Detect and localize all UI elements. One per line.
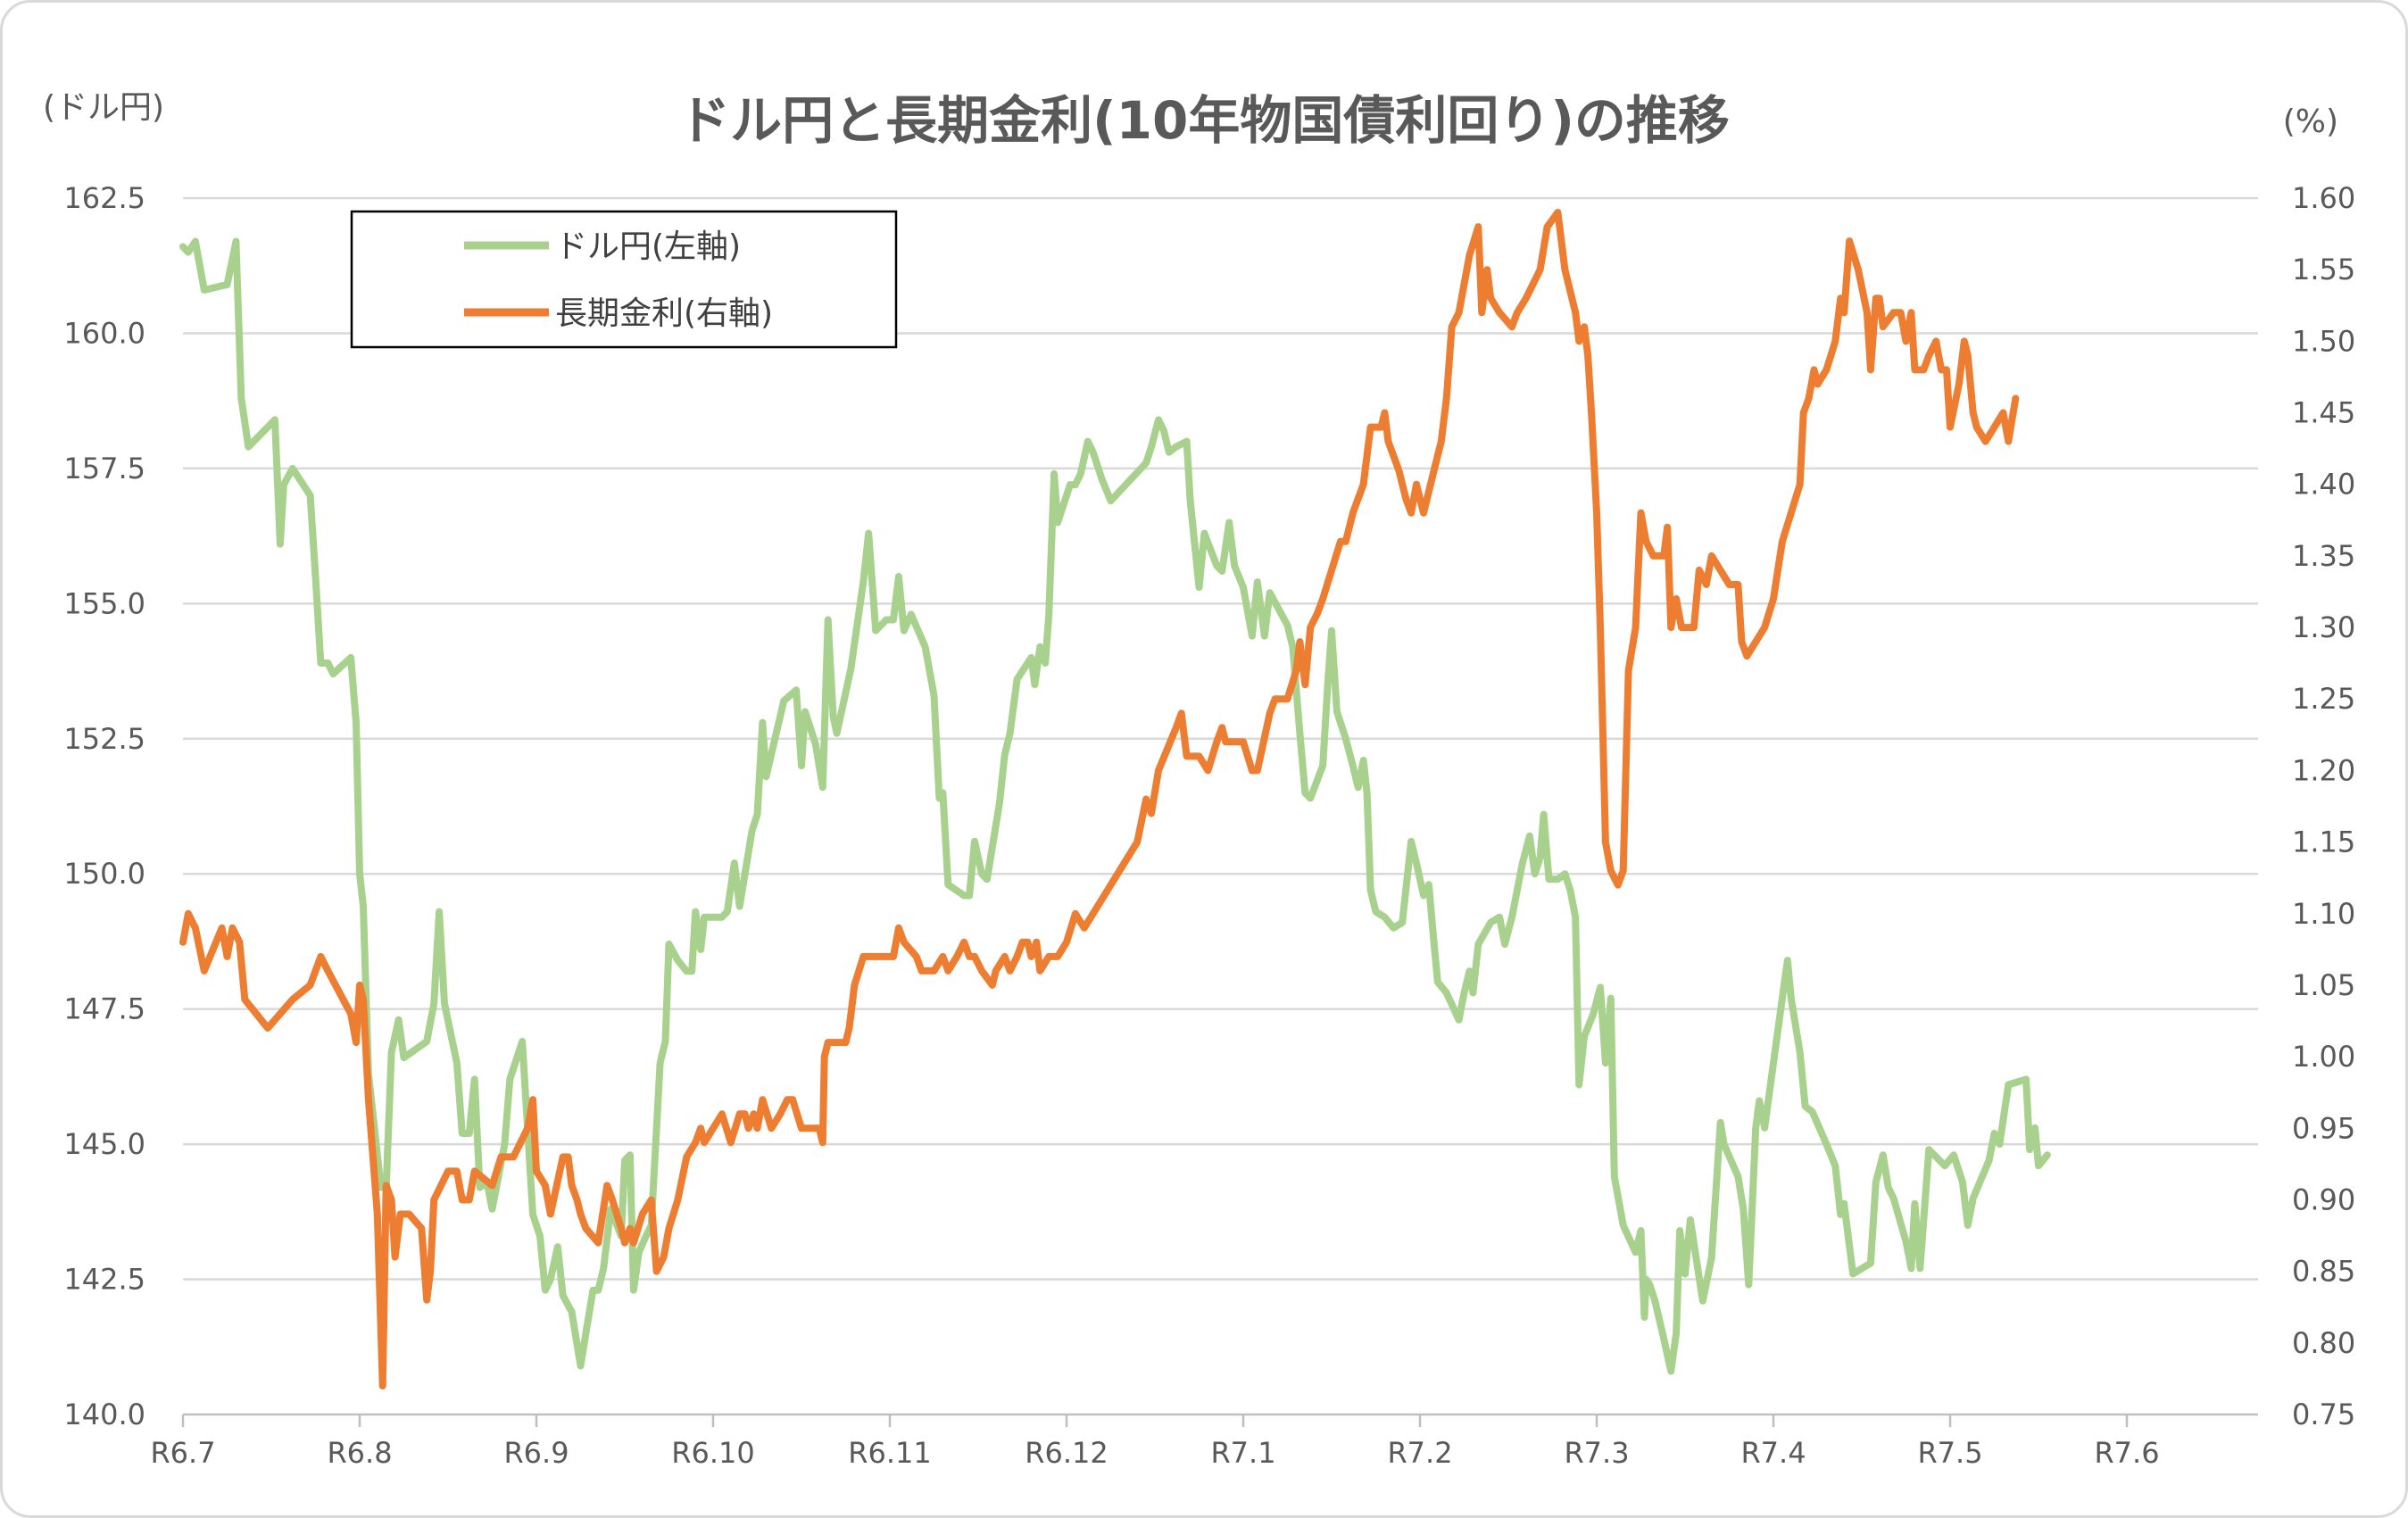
right-tick-label: 0.85: [2292, 1255, 2355, 1289]
x-tick-label: R7.2: [1387, 1436, 1452, 1470]
x-tick-label: R7.3: [1564, 1436, 1629, 1470]
right-tick-label: 1.00: [2292, 1040, 2355, 1074]
x-tick-label: R6.12: [1025, 1436, 1108, 1470]
left-tick-label: 150.0: [63, 857, 145, 891]
right-tick-label: 0.95: [2292, 1111, 2355, 1145]
x-tick-label: R6.10: [671, 1436, 754, 1470]
series-lines: [179, 209, 2051, 1389]
right-tick-label: 1.55: [2292, 253, 2355, 286]
right-tick-label: 1.05: [2292, 968, 2355, 1002]
x-tick-label: R7.5: [1917, 1436, 1982, 1470]
right-axis-unit: (%): [2283, 104, 2338, 140]
left-tick-label: 157.5: [63, 452, 145, 485]
left-tick-label: 152.5: [63, 722, 145, 756]
series-line-usdjpy: [179, 237, 2051, 1375]
left-axis-unit: (ドル円): [43, 89, 164, 126]
right-tick-label: 1.25: [2292, 682, 2355, 716]
right-tick-label: 1.45: [2292, 396, 2355, 430]
x-tick-label: R7.4: [1740, 1436, 1806, 1470]
right-tick-label: 1.35: [2292, 539, 2355, 573]
left-tick-label: 147.5: [63, 992, 145, 1026]
legend-box: [350, 210, 898, 349]
right-tick-label: 1.10: [2292, 897, 2355, 931]
left-tick-label: 162.5: [63, 181, 145, 215]
right-tick-label: 1.30: [2292, 610, 2355, 644]
right-tick-label: 0.75: [2292, 1398, 2355, 1431]
x-tick-label: R7.1: [1210, 1436, 1275, 1470]
legend-label-usdjpy: ドル円(左軸): [555, 228, 741, 265]
x-tick-label: R6.11: [848, 1436, 931, 1470]
right-tick-label: 0.90: [2292, 1182, 2355, 1216]
left-tick-label: 160.0: [63, 316, 145, 350]
right-tick-label: 1.40: [2292, 468, 2355, 502]
right-tick-label: 1.20: [2292, 753, 2355, 787]
chart-title: ドル円と長期金利(10年物国債利回り)の推移: [678, 90, 1730, 151]
right-tick-label: 1.15: [2292, 825, 2355, 859]
x-tick-label: R7.6: [2094, 1436, 2159, 1470]
legend: ドル円(左軸) 長期金利(右軸): [350, 210, 898, 349]
x-tick-label: R6.8: [327, 1436, 392, 1470]
x-tick-label: R6.7: [150, 1436, 215, 1470]
right-tick-label: 1.60: [2292, 181, 2355, 215]
x-tick-label: R6.9: [503, 1436, 569, 1470]
right-tick-label: 0.80: [2292, 1326, 2355, 1360]
left-tick-label: 145.0: [63, 1127, 145, 1161]
left-tick-label: 155.0: [63, 586, 145, 620]
right-tick-label: 1.50: [2292, 324, 2355, 358]
axes: 140.0 142.5 145.0 147.5 150.0 152.5 155.0 157.5…: [63, 181, 2355, 1470]
left-tick-label: 140.0: [63, 1398, 145, 1431]
legend-label-yield: 長期金利(右軸): [555, 295, 773, 332]
left-tick-label: 142.5: [63, 1263, 145, 1297]
series-line-yield: [179, 209, 2020, 1389]
